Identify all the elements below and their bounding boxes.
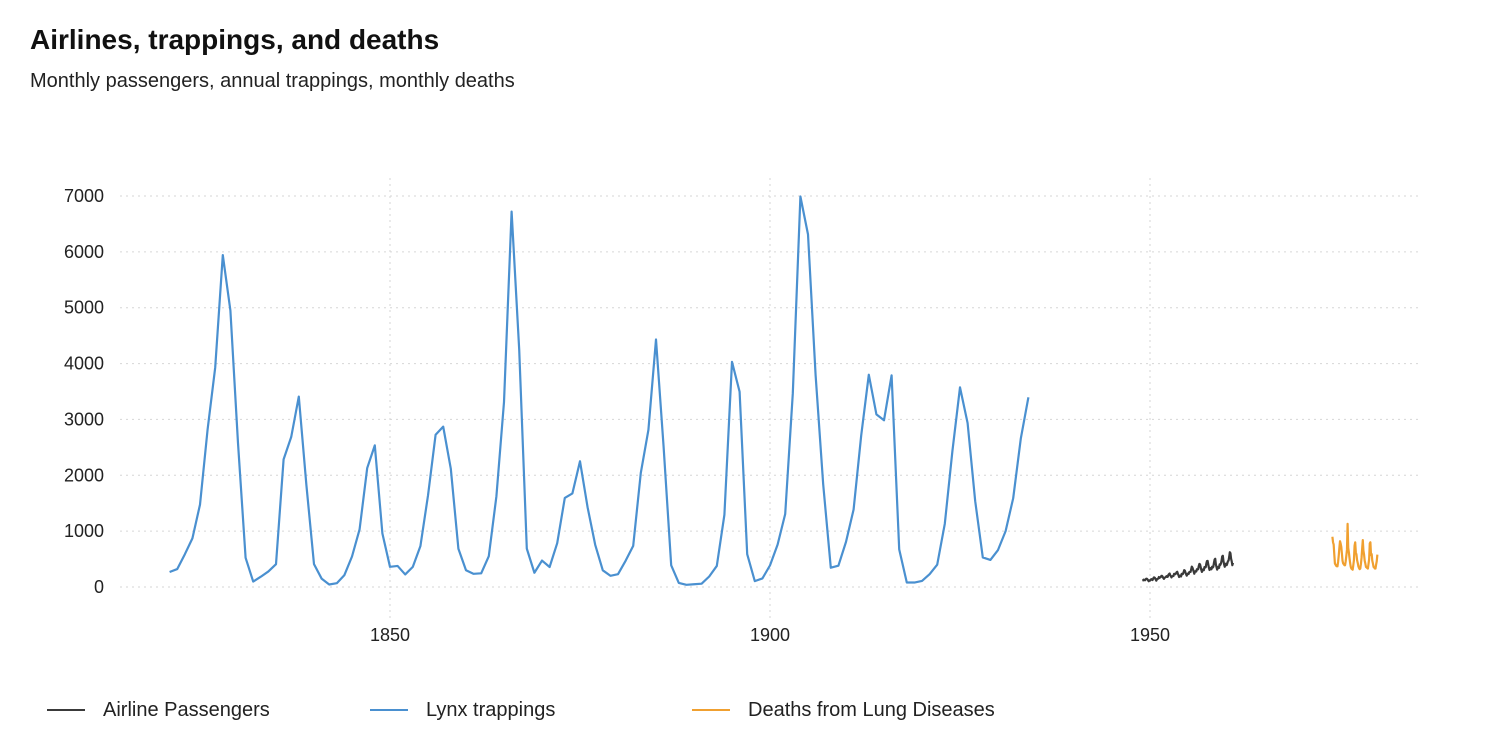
legend-item-lynx-trappings: Lynx trappings [370,694,555,726]
y-tick-label: 2000 [64,465,104,485]
y-tick-label: 6000 [64,242,104,262]
axis-labels: 0 1000 2000 3000 4000 5000 6000 7000 1850 1900 195… [64,186,1170,645]
legend-swatch-lung-deaths [692,709,730,711]
x-tick-label: 1850 [370,625,410,645]
chart-title: Airlines, trappings, and deaths [30,24,440,55]
y-tick-label: 7000 [64,186,104,206]
y-tick-label: 5000 [64,298,104,318]
legend-item-lung-deaths: Deaths from Lung Diseases [692,694,995,726]
x-tick-label: 1950 [1130,625,1170,645]
legend-swatch-airline-passengers [47,709,85,711]
chart-subtitle: Monthly passengers, annual trappings, mo… [30,70,515,92]
series-layer [169,195,1379,586]
x-tick-label: 1900 [750,625,790,645]
y-tick-label: 3000 [64,409,104,429]
legend-label-lynx-trappings: Lynx trappings [426,698,556,721]
legend: Airline Passengers Lynx trappings Deaths… [0,694,1500,726]
legend-item-airline-passengers: Airline Passengers [47,694,270,726]
legend-label-airline-passengers: Airline Passengers [103,698,270,721]
legend-swatch-lynx-trappings [370,709,408,711]
y-tick-label: 1000 [64,521,104,541]
series-line-airline-passengers [1141,551,1235,583]
line-chart: 0 1000 2000 3000 4000 5000 6000 7000 1850 1900 195… [64,178,1422,645]
series-line-deaths-from-lung-diseases [1331,522,1379,571]
series-line-lynx-trappings [169,195,1030,586]
grid-layer [120,178,1422,618]
y-tick-label: 4000 [64,354,104,374]
y-tick-label: 0 [94,577,104,597]
legend-label-lung-deaths: Deaths from Lung Diseases [748,698,995,721]
